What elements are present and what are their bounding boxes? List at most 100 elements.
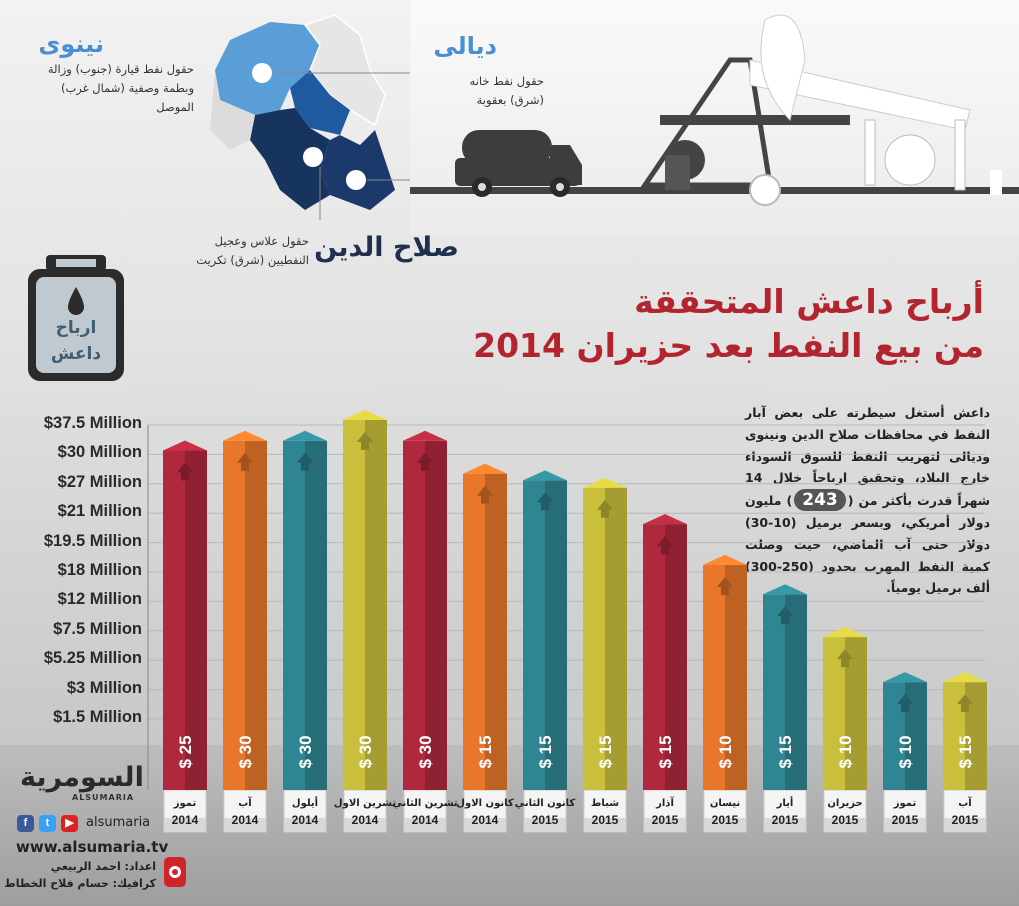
bar-face-left — [583, 487, 605, 790]
bar-year-label: 2014 — [232, 813, 259, 827]
bar: $ 30 آب 2014 — [223, 430, 267, 833]
y-tick-label: $3 Million — [66, 678, 142, 697]
bar-face-left — [883, 682, 905, 790]
facebook-icon[interactable]: f — [17, 815, 34, 832]
ninawa-marker — [252, 63, 272, 83]
twitter-icon[interactable]: t — [39, 815, 56, 832]
bar-face-left — [703, 564, 725, 790]
bar-month-label: كانون الثاني — [515, 798, 576, 809]
bar-face-right — [665, 524, 687, 790]
bar-face-left — [163, 450, 185, 790]
arrow-up-icon — [237, 452, 253, 471]
bar-face-left — [463, 473, 485, 790]
bar-face-left — [823, 637, 845, 790]
bar-year-label: 2015 — [772, 813, 799, 827]
salahaddin-marker — [303, 147, 323, 167]
bar-pedestal-shadow — [824, 818, 866, 832]
bar-face-right — [485, 473, 507, 790]
bar-month-label: شباط — [591, 798, 619, 809]
diyala-region — [320, 130, 395, 210]
website-link[interactable]: www.alsumaria.tv — [16, 838, 169, 856]
bar-value-label: $ 15 — [956, 735, 975, 768]
bar-pedestal-shadow — [344, 818, 386, 832]
region-desc-ninawa: حقول نفط قيارة (جنوب) وزالة وبطمة وصفية … — [47, 62, 194, 114]
bar-value-label: $ 30 — [296, 735, 315, 768]
y-tick-label: $27 Million — [57, 472, 142, 491]
youtube-icon[interactable]: ▶ — [61, 815, 78, 832]
bar: $ 15 آذار 2015 — [643, 514, 687, 833]
bar-month-label: نيسان — [710, 798, 740, 809]
y-tick-label: $5.25 Million — [43, 649, 142, 668]
arrow-up-icon — [177, 462, 193, 481]
bar-face-left — [403, 440, 425, 790]
bar-month-label: كانون الاول — [456, 798, 514, 809]
bar-cap — [283, 430, 327, 441]
alsumaria-logo-en: ALSUMARIA — [72, 793, 135, 802]
bar-face-left — [523, 480, 545, 790]
bar: $ 30 تشرين الاول 2014 — [334, 410, 396, 833]
arrow-up-icon — [897, 694, 913, 713]
bar-pedestal-shadow — [944, 818, 986, 832]
bar-cap — [403, 430, 447, 441]
bar-cap — [943, 672, 987, 683]
y-tick-label: $21 Million — [57, 502, 142, 521]
anbar-edge — [210, 70, 255, 150]
bar-year-label: 2015 — [832, 813, 859, 827]
bar-face-right — [905, 682, 927, 790]
bar-month-label: آذار — [655, 796, 674, 809]
bar-face-left — [943, 682, 965, 790]
bar-year-label: 2015 — [532, 813, 559, 827]
bar-cap — [223, 430, 267, 441]
bar: $ 10 حزيران 2015 — [823, 627, 867, 833]
bar: $ 15 أيار 2015 — [763, 584, 807, 833]
bar-value-label: $ 15 — [776, 735, 795, 768]
bar-value-label: $ 30 — [356, 735, 375, 768]
page-title: أرباح داعش المتحققة — [634, 282, 984, 321]
bar-year-label: 2015 — [652, 813, 679, 827]
arrow-up-icon — [657, 536, 673, 555]
y-tick-label: $30 Million — [57, 443, 142, 462]
bar-month-label: تشرين الثاني — [392, 798, 458, 809]
y-tick-label: $12 Million — [57, 590, 142, 609]
pipeline — [410, 187, 1019, 194]
bar-face-right — [365, 420, 387, 790]
bar: $ 30 أيلول 2014 — [283, 430, 327, 833]
social-handle[interactable]: alsumaria — [86, 815, 151, 830]
bar: $ 25 تموز 2014 — [163, 440, 207, 833]
bar-face-right — [845, 637, 867, 790]
bar-value-label: $ 15 — [656, 735, 675, 768]
bar: $ 15 كانون الاول 2014 — [456, 463, 514, 833]
bar-month-label: تشرين الاول — [334, 798, 396, 809]
bar-value-label: $ 15 — [536, 735, 555, 768]
arrow-up-icon — [537, 492, 553, 511]
bar-face-right — [785, 594, 807, 790]
oil-industry-illustration — [410, 14, 1019, 206]
y-tick-label: $1.5 Million — [53, 708, 142, 726]
bar-month-label: آب — [238, 796, 252, 809]
jerrycan-label-1: ارباح — [55, 318, 97, 338]
bar-cap — [883, 672, 927, 683]
region-desc-diyala: حقول نفط خانه (شرق) بعقوبة — [469, 74, 544, 107]
bar: $ 10 نيسان 2015 — [703, 554, 747, 833]
bar-cap — [163, 440, 207, 451]
arrow-up-icon — [837, 649, 853, 668]
bar-face-left — [763, 594, 785, 790]
bar-year-label: 2014 — [412, 813, 439, 827]
arrow-up-icon — [417, 452, 433, 471]
bar: $ 15 آب 2015 — [943, 672, 987, 833]
bar-year-label: 2015 — [712, 813, 739, 827]
prepared-by: اعداد: احمد الربيعي — [50, 860, 156, 873]
bar: $ 10 تموز 2015 — [883, 672, 927, 833]
bar: $ 30 تشرين الثاني 2014 — [392, 430, 458, 833]
bar-value-label: $ 10 — [896, 735, 915, 768]
arrow-up-icon — [957, 694, 973, 713]
arrow-up-icon — [717, 576, 733, 595]
region-desc-salahaddin: حقول علاس وعجيل النفطيين (شرق) تكريت — [196, 234, 309, 267]
bar-value-label: $ 15 — [596, 735, 615, 768]
bar-face-left — [283, 440, 305, 790]
bar-face-left — [643, 524, 665, 790]
bar: $ 15 كانون الثاني 2015 — [515, 470, 576, 833]
bar: $ 15 شباط 2015 — [583, 477, 627, 833]
page-subtitle: من بيع النفط بعد حزيران 2014 — [473, 326, 984, 365]
